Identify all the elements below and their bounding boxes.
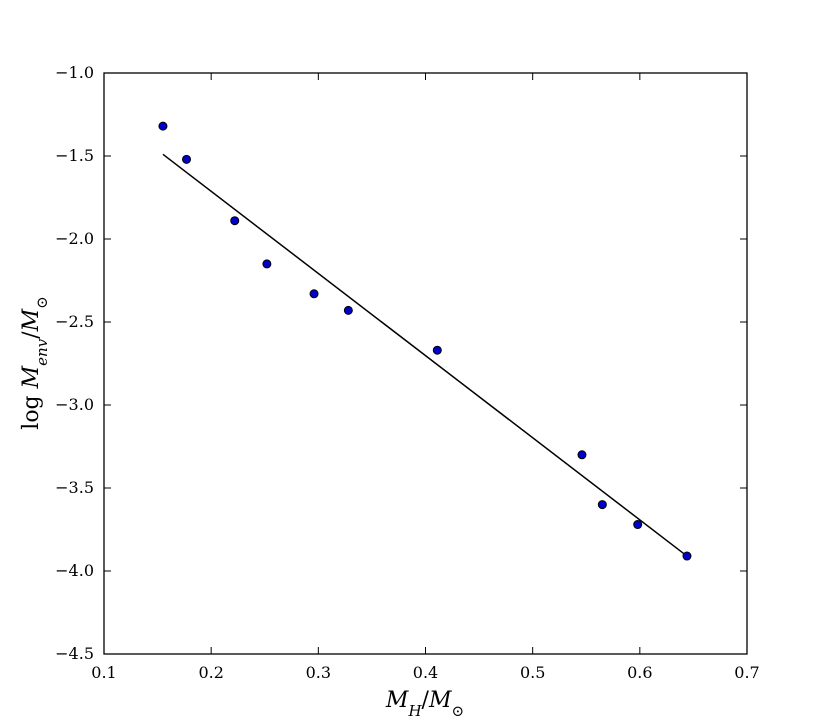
x-tick-label: 0.1: [91, 663, 116, 682]
data-point: [230, 216, 240, 226]
data-point: [182, 154, 192, 164]
data-points: [158, 121, 692, 561]
x-tick-label: 0.2: [198, 663, 223, 682]
x-tick-label: 0.5: [520, 663, 545, 682]
data-point: [262, 259, 272, 269]
x-tick-label: 0.6: [627, 663, 652, 682]
y-tick-label: −1.5: [55, 146, 94, 165]
x-tick-label: 0.4: [413, 663, 438, 682]
axis-ticks: [103, 72, 748, 655]
x-tick-label: 0.7: [734, 663, 759, 682]
data-point: [633, 520, 643, 530]
y-tick-label: −2.5: [55, 312, 94, 331]
data-point: [309, 289, 319, 299]
y-tick-label: −4.5: [55, 644, 94, 663]
data-point: [597, 500, 607, 510]
data-point: [682, 551, 692, 561]
data-point: [432, 345, 442, 355]
y-tick-label: −4.0: [55, 561, 94, 580]
y-tick-label: −3.0: [55, 395, 94, 414]
data-point: [158, 121, 168, 131]
fit-line-layer: [162, 153, 688, 557]
fit-line: [162, 153, 688, 557]
plot-frame: [103, 72, 748, 655]
y-tick-label: −2.0: [55, 229, 94, 248]
tick-labels: 0.1 0.2 0.3 0.4 0.5 0.6 0.7 −1.0 −1.5 −2.0 −2.5 −3.…: [55, 63, 760, 682]
y-tick-label: −1.0: [55, 63, 94, 82]
data-point: [577, 450, 587, 460]
data-point: [343, 305, 353, 315]
x-tick-label: 0.3: [306, 663, 331, 682]
y-axis-label: log Menv/M⊙: [19, 296, 51, 429]
y-tick-label: −3.5: [55, 478, 94, 497]
x-axis-label: MH/M⊙: [385, 688, 464, 720]
